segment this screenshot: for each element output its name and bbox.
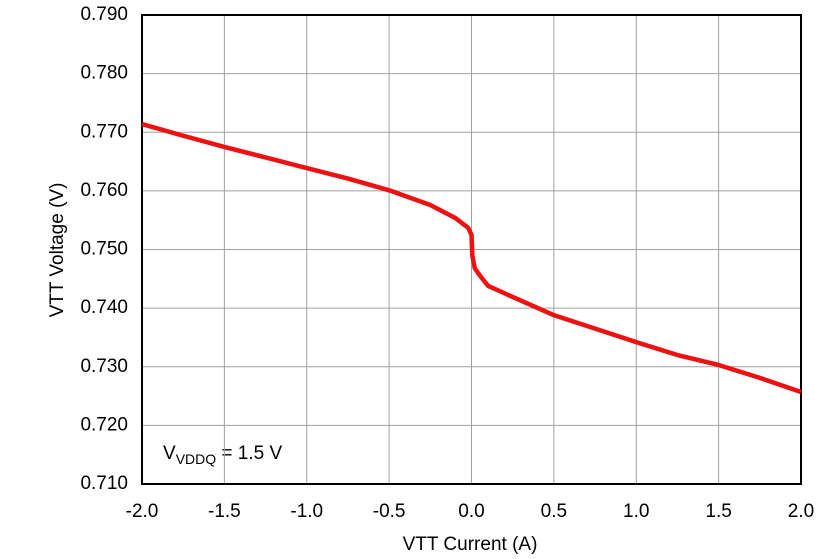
x-tick-label: -0.5	[373, 501, 406, 522]
x-tick-label: -1.5	[208, 501, 241, 522]
annotation: VVDDQ = 1.5 V	[163, 443, 282, 467]
y-axis-label: VTT Voltage (V)	[47, 183, 68, 318]
x-axis-label: VTT Current (A)	[403, 534, 538, 555]
y-tick-label: 0.710	[80, 473, 128, 494]
y-tick-label: 0.740	[80, 297, 128, 318]
plot-frame	[141, 14, 802, 485]
x-tick-label: -2.0	[126, 501, 159, 522]
y-tick-label: 0.790	[80, 4, 128, 25]
x-tick-label: 0.0	[458, 501, 484, 522]
x-tick-label: 0.5	[541, 501, 567, 522]
data-line	[141, 121, 802, 395]
y-tick-label: 0.750	[80, 239, 128, 260]
x-tick-label: -1.0	[290, 501, 323, 522]
y-tick-label: 0.720	[80, 414, 128, 435]
x-tick-label: 1.0	[623, 501, 649, 522]
annotation-subscript: VDDQ	[176, 451, 217, 467]
y-tick-label: 0.780	[80, 63, 128, 84]
x-tick-label: 2.0	[788, 501, 814, 522]
x-tick-label: 1.5	[705, 501, 731, 522]
y-tick-label: 0.760	[80, 180, 128, 201]
y-tick-label: 0.770	[80, 121, 128, 142]
annotation-symbol: V	[163, 443, 176, 464]
annotation-text: = 1.5 V	[216, 443, 282, 464]
y-tick-label: 0.730	[80, 356, 128, 377]
